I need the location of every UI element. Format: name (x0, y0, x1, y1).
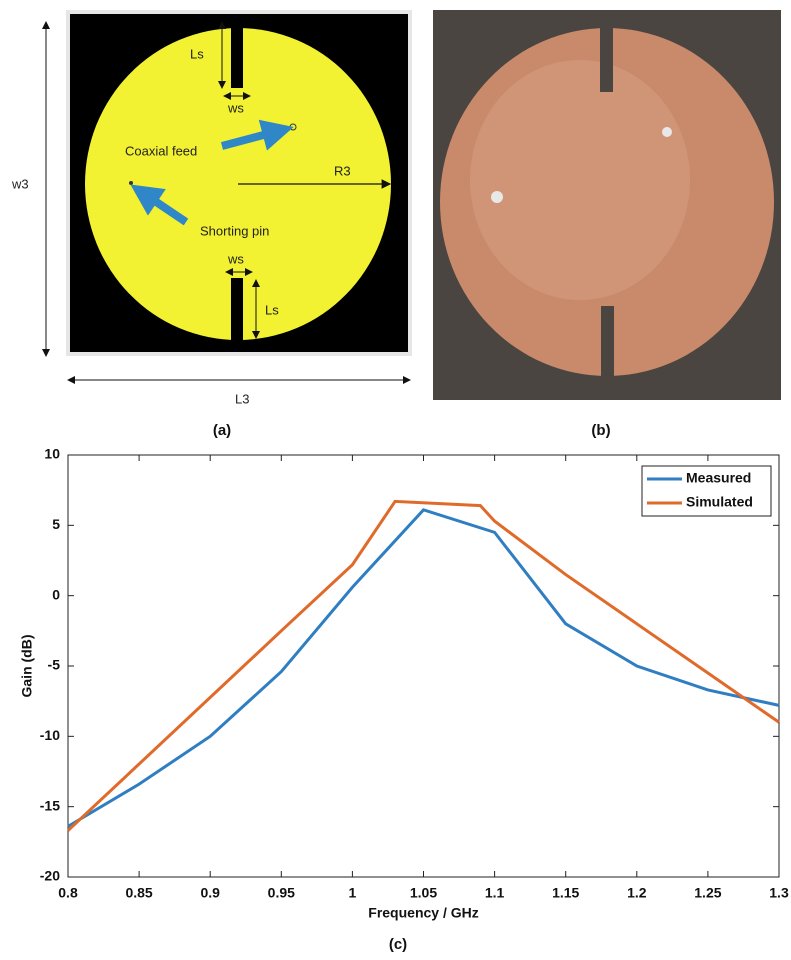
x-tick-label: 1.3 (769, 885, 789, 901)
panel-label: (a) (213, 422, 231, 439)
x-tick-label: 1.1 (485, 885, 505, 901)
antenna-diagram: Ls ws Coaxial feed R3 Shorting pin ws Ls… (11, 10, 412, 406)
label: L3 (235, 391, 249, 406)
x-tick-label: 1.2 (627, 885, 647, 901)
y-axis-label: Gain (dB) (19, 635, 35, 698)
y-tick-label: -15 (40, 797, 60, 813)
data-line (66, 499, 780, 832)
y-tick-label: 0 (52, 586, 60, 602)
plot-area (67, 454, 780, 878)
label: R3 (334, 163, 351, 178)
y-tick-label: 10 (44, 446, 60, 462)
label: Ls (190, 46, 204, 61)
y-tick-label: -10 (40, 727, 60, 743)
x-tick-label: 1.15 (552, 885, 579, 901)
label: w3 (11, 176, 29, 191)
legend-label: Simulated (686, 494, 753, 510)
label: ws (227, 251, 244, 266)
panel-label: (c) (389, 936, 407, 953)
x-tick-label: 0.95 (268, 885, 295, 901)
x-tick-label: 0.8 (58, 885, 78, 901)
antenna-photo (433, 10, 781, 400)
x-tick-label: 1.05 (410, 885, 437, 901)
y-tick-label: -5 (48, 657, 61, 673)
data-line (67, 508, 780, 828)
x-tick-label: 0.9 (200, 885, 220, 901)
x-tick-label: 0.85 (125, 885, 152, 901)
label: Shorting pin (200, 223, 269, 238)
x-tick-label: 1 (349, 885, 357, 901)
panel-label: (b) (591, 422, 610, 439)
x-tick-label: 1.25 (694, 885, 721, 901)
legend-label: Measured (686, 470, 751, 486)
y-tick-label: -20 (40, 868, 60, 884)
y-tick-label: 5 (52, 516, 60, 532)
label: Ls (265, 302, 279, 317)
legend-box (641, 465, 772, 517)
label: Coaxial feed (125, 143, 197, 158)
x-axis-label: Frequency / GHz (368, 905, 478, 921)
chart: -20 -15 -10 -5 0 5 10 0.8 0.85 0.9 0.95 1 1.05 1.1 1.1… (19, 446, 789, 921)
label: ws (227, 100, 244, 115)
